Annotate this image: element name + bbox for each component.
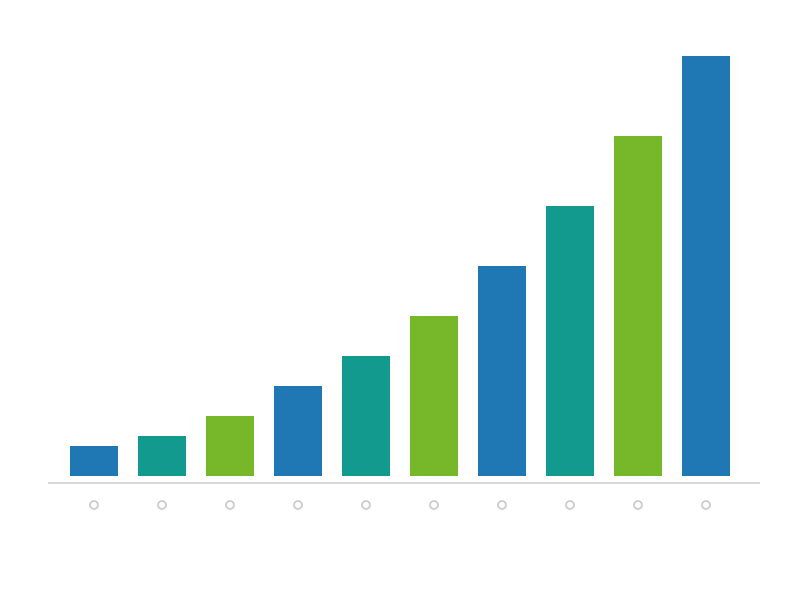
marker-row — [0, 500, 800, 510]
marker-icon — [361, 500, 371, 510]
marker-icon — [701, 500, 711, 510]
bar — [70, 446, 118, 476]
bar-chart — [0, 0, 800, 600]
bar — [342, 356, 390, 476]
bar — [478, 266, 526, 476]
bar — [138, 436, 186, 476]
bar — [546, 206, 594, 476]
baseline — [48, 482, 760, 484]
marker-icon — [565, 500, 575, 510]
bar — [206, 416, 254, 476]
marker-icon — [633, 500, 643, 510]
bar — [274, 386, 322, 476]
marker-icon — [429, 500, 439, 510]
marker-icon — [497, 500, 507, 510]
bar — [410, 316, 458, 476]
marker-icon — [225, 500, 235, 510]
bar — [614, 136, 662, 476]
bar-group — [0, 56, 800, 476]
bar — [682, 56, 730, 476]
marker-icon — [293, 500, 303, 510]
marker-icon — [157, 500, 167, 510]
marker-icon — [89, 500, 99, 510]
